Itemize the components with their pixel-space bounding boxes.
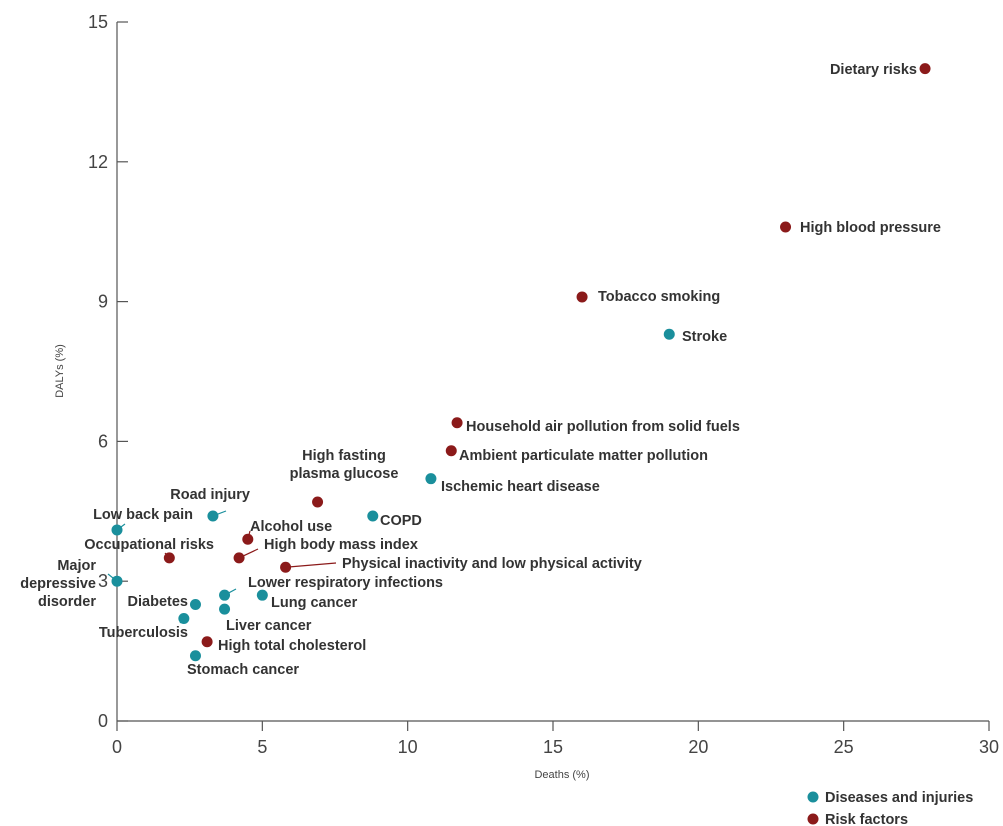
y-tick-label: 9: [98, 292, 108, 312]
point-label: Occupational risks: [84, 537, 214, 553]
y-tick-label: 15: [88, 12, 108, 32]
point-label: Tobacco smoking: [598, 289, 720, 305]
y-tick-label: 6: [98, 431, 108, 451]
y-tick-label: 12: [88, 152, 108, 172]
risk-factor-point: [233, 552, 245, 564]
y-axis-title: DALYs (%): [54, 344, 66, 398]
legend-marker: [807, 791, 819, 803]
point-label: Diabetes: [128, 594, 188, 610]
point-label: Alcohol use: [250, 519, 332, 535]
point-label-line: High fasting: [302, 448, 386, 464]
point-label-line: plasma glucose: [290, 466, 399, 482]
axes: 0 3 6 9 12 15 0 5 10 15 20 25 30: [88, 12, 999, 757]
point-label: High blood pressure: [800, 220, 941, 236]
risk-factor-point: [445, 445, 457, 457]
point-label: Ischemic heart disease: [441, 479, 600, 495]
point-label: Liver cancer: [226, 618, 312, 634]
legend-label: Diseases and injuries: [825, 790, 973, 806]
risk-factor-point: [312, 496, 324, 508]
risk-factor-point: [163, 552, 175, 564]
leader-line: [285, 562, 337, 568]
point-label-line: disorder: [38, 594, 96, 610]
disease-point: [256, 589, 268, 601]
x-tick-label: 0: [112, 737, 122, 757]
point-label: Tuberculosis: [99, 625, 188, 641]
point-label: COPD: [380, 513, 422, 529]
risk-factor-point: [780, 221, 792, 233]
point-label: High body mass index: [264, 537, 418, 553]
x-tick-label: 15: [543, 737, 563, 757]
x-tick-label: 25: [834, 737, 854, 757]
risk-factor-point: [919, 63, 931, 75]
risk-factor-point: [242, 533, 254, 545]
point-label-multiline: High fasting plasma glucose: [290, 448, 399, 482]
disease-point: [189, 650, 201, 662]
risk-factor-point: [576, 291, 588, 303]
point-label-line: Major: [57, 558, 96, 574]
legend-label: Risk factors: [825, 812, 908, 826]
risk-factor-point: [280, 561, 292, 573]
point-label: High total cholesterol: [218, 638, 366, 654]
point-label: Household air pollution from solid fuels: [466, 419, 740, 435]
x-tick-label: 10: [398, 737, 418, 757]
point-label: Stroke: [682, 329, 727, 345]
risk-factor-point: [451, 417, 463, 429]
point-labels: Stroke Ischemic heart disease COPD Road inj…: [20, 62, 941, 678]
x-tick-label: 30: [979, 737, 999, 757]
legend: Diseases and injuries Risk factors: [807, 790, 973, 826]
point-label: Road injury: [170, 487, 250, 503]
disease-point: [207, 510, 219, 522]
legend-marker: [807, 813, 819, 825]
point-label-line: depressive: [20, 576, 96, 592]
disease-point: [663, 328, 675, 340]
disease-point: [111, 524, 123, 536]
point-label: Dietary risks: [830, 62, 917, 78]
x-tick-label: 5: [257, 737, 267, 757]
data-points: [111, 63, 931, 662]
y-tick-label: 3: [98, 571, 108, 591]
x-tick-label: 20: [688, 737, 708, 757]
disease-point: [219, 603, 231, 615]
disease-point: [189, 599, 201, 610]
point-label: Lower respiratory infections: [248, 575, 443, 591]
disease-point: [219, 589, 231, 601]
disease-point: [178, 612, 190, 624]
y-tick-label: 0: [98, 711, 108, 731]
point-label: Stomach cancer: [187, 662, 299, 678]
point-label: Ambient particulate matter pollution: [459, 448, 708, 464]
risk-factor-point: [201, 636, 213, 648]
x-axis-title: Deaths (%): [534, 769, 589, 781]
disease-point: [111, 575, 123, 587]
point-label: Low back pain: [93, 507, 193, 523]
point-label: Lung cancer: [271, 595, 358, 611]
point-label-multiline: Major depressive disorder: [20, 558, 96, 610]
disease-point: [425, 473, 437, 485]
disease-point: [367, 510, 379, 522]
point-label: Physical inactivity and low physical act…: [342, 556, 642, 572]
